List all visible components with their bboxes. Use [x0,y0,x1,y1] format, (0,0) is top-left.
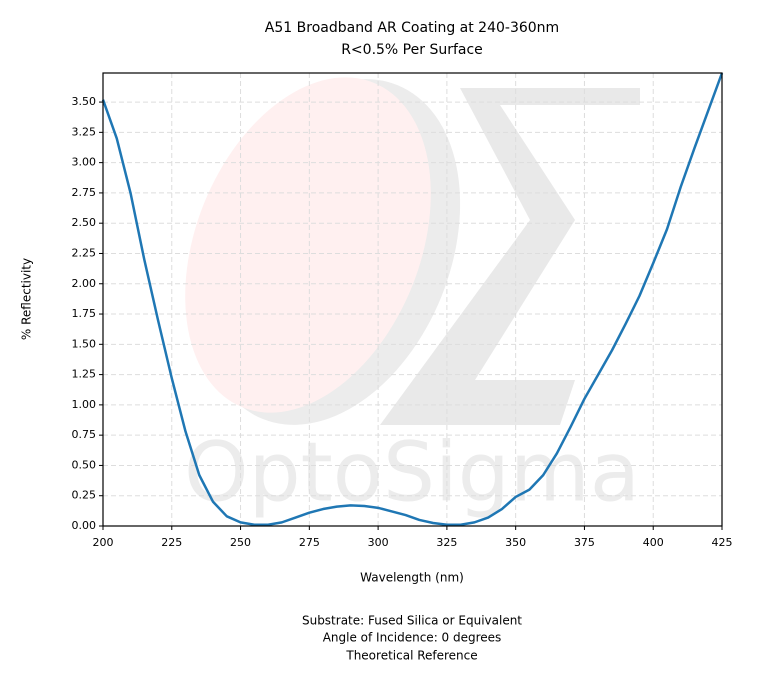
note: Theoretical Reference [345,649,477,663]
chart-title: A51 Broadband AR Coating at 240-360nm [265,20,559,36]
y-tick-label: 1.75 [72,307,97,320]
x-tick-label: 350 [505,536,526,549]
line-series [101,72,724,527]
y-tick-label: 0.50 [72,458,97,471]
logo-ellipse [185,77,431,413]
x-tick-label: 425 [712,536,733,549]
y-tick-label: 2.00 [72,277,97,290]
y-tick-label: 0.25 [72,489,97,502]
y-tick-label: 2.50 [72,216,97,229]
y-tick-label: 3.00 [72,156,97,169]
x-tick-label: 200 [93,536,114,549]
y-tick-label: 1.50 [72,337,97,350]
x-axis-label: Wavelength (nm) [360,571,464,585]
x-tick-label: 300 [368,536,389,549]
y-tick-label: 0.00 [72,519,97,532]
x-tick-label: 400 [643,536,664,549]
x-tick-label: 225 [161,536,182,549]
logo-sigma [380,88,640,425]
y-axis-label: % Reflectivity [20,258,34,340]
x-tick-label: 275 [299,536,320,549]
x-tick-label: 325 [436,536,457,549]
note: Angle of Incidence: 0 degrees [323,631,502,645]
y-tick-label: 2.25 [72,246,97,259]
y-tick-label: 2.75 [72,186,97,199]
x-tick-label: 250 [230,536,251,549]
note: Substrate: Fused Silica or Equivalent [302,614,522,628]
y-tick-label: 0.75 [72,428,97,441]
y-tick-label: 3.25 [72,125,97,138]
y-tick-label: 3.50 [72,95,97,108]
x-tick-label: 375 [574,536,595,549]
watermark-logo [185,77,640,425]
y-tick-label: 1.25 [72,368,97,381]
watermark-text: OptoSigma [184,425,640,520]
plot-frame [102,72,723,527]
y-tick-label: 1.00 [72,398,97,411]
chart-subtitle: R<0.5% Per Surface [341,42,483,58]
